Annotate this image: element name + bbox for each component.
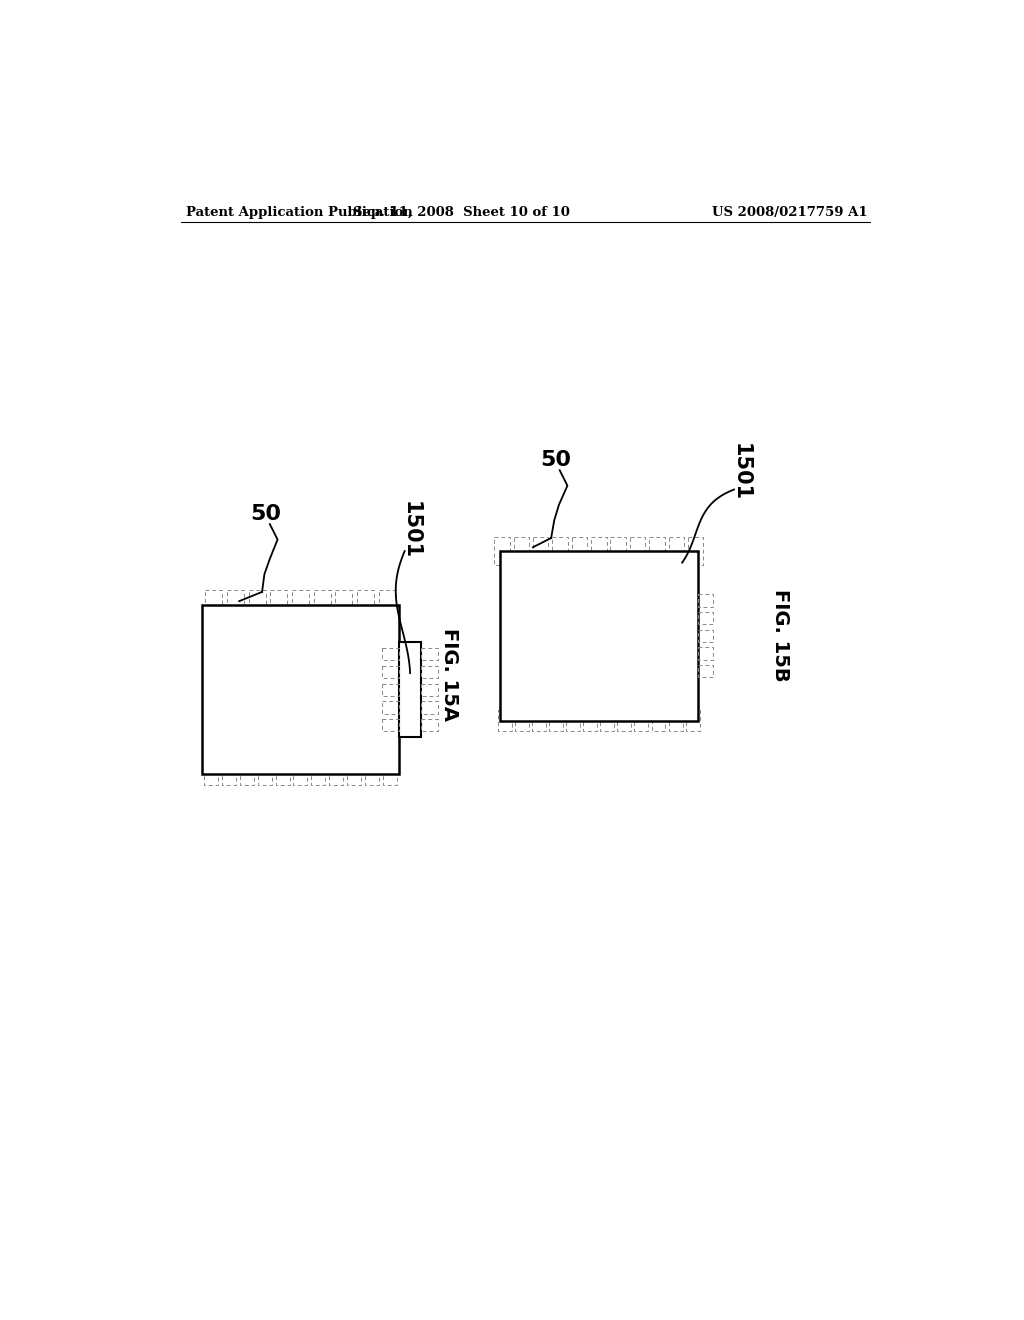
Bar [697,665,713,677]
Bar [495,537,510,565]
Bar [532,537,549,565]
Bar [697,630,713,642]
Bar [532,710,546,731]
Bar [379,590,395,619]
Bar [294,763,307,785]
Bar [357,590,374,619]
Text: Sep. 11, 2008  Sheet 10 of 10: Sep. 11, 2008 Sheet 10 of 10 [353,206,569,219]
Bar [382,719,399,731]
Bar [421,665,438,678]
Bar [258,763,271,785]
Bar [365,763,379,785]
Bar [240,763,254,785]
Bar [610,537,626,565]
Text: 50: 50 [251,504,282,524]
Bar [571,537,587,565]
Bar [549,710,563,731]
Bar [347,763,360,785]
Bar [421,719,438,731]
Bar [311,763,326,785]
Bar [649,537,665,565]
Text: 50: 50 [541,450,571,470]
Bar [591,537,606,565]
Bar [697,612,713,624]
Bar [270,590,288,619]
Bar [697,594,713,607]
Text: 1501: 1501 [400,502,421,560]
Bar [383,763,396,785]
Bar [382,701,399,714]
Text: US 2008/0217759 A1: US 2008/0217759 A1 [713,206,868,219]
Bar [635,710,648,731]
Bar [688,537,703,565]
Bar [600,710,614,731]
Bar [205,763,218,785]
Bar [669,710,683,731]
Bar [697,647,713,660]
Bar [651,710,666,731]
Bar [275,763,290,785]
Bar [382,684,399,696]
Bar [202,605,399,775]
Bar [421,701,438,714]
Text: FIG. 15A: FIG. 15A [440,628,460,721]
Bar [222,763,237,785]
Bar [382,648,399,660]
Bar [226,590,244,619]
Bar [686,710,699,731]
Bar [630,537,645,565]
Bar [584,710,597,731]
Bar [500,552,697,721]
Bar [292,590,309,619]
Bar [382,665,399,678]
Bar [335,590,352,619]
Bar [617,710,632,731]
Bar [313,590,331,619]
Bar [669,537,684,565]
Bar [514,537,529,565]
Bar [552,537,568,565]
Bar [205,590,222,619]
Bar [399,643,421,737]
Bar [329,763,343,785]
Bar [566,710,581,731]
Bar [515,710,529,731]
Bar [249,590,265,619]
Text: FIG. 15B: FIG. 15B [771,590,791,682]
Bar [498,710,512,731]
Bar [421,648,438,660]
Bar [421,684,438,696]
Text: 1501: 1501 [730,444,751,502]
Text: Patent Application Publication: Patent Application Publication [186,206,413,219]
